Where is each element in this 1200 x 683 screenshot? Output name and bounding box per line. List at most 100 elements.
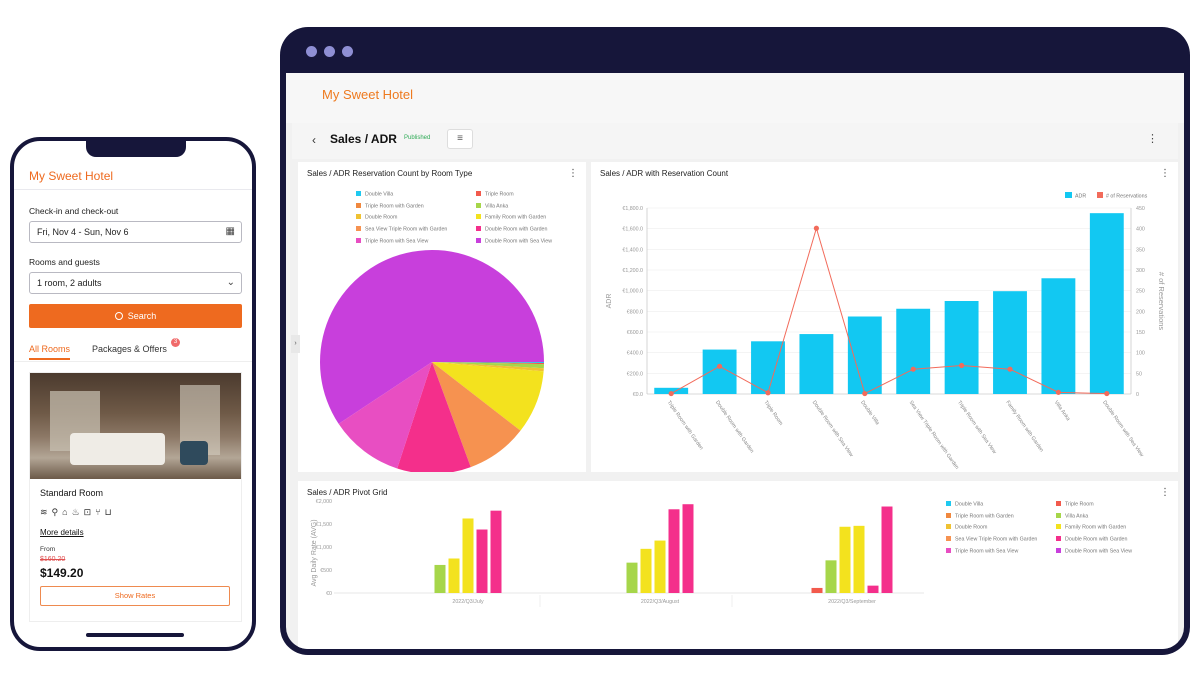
collapse-handle[interactable]: › xyxy=(291,335,300,353)
legend-item[interactable]: Double Room with Sea View xyxy=(476,237,552,244)
legend-item[interactable]: Sea View Triple Room with Garden xyxy=(356,226,447,233)
legend-item[interactable]: Villa Anka xyxy=(1056,512,1089,520)
combo-chart: €0.0 €200.0 €400.0 €600.0 €800.0 €1,000.0 €1,2… xyxy=(606,192,1166,471)
legend-label: Double Room with Garden xyxy=(485,226,548,233)
filter-button[interactable]: ≡ xyxy=(447,129,473,149)
legend-swatch xyxy=(1056,512,1061,518)
pivot-chart-panel: Sales / ADR Pivot Grid ⋮ Double Villa Tri… xyxy=(298,481,1178,649)
legend-swatch xyxy=(476,237,481,243)
legend-swatch xyxy=(1097,192,1103,198)
x-tick-label: Double Villa xyxy=(859,400,880,427)
pie-chart xyxy=(320,250,544,472)
legend-item[interactable]: Family Room with Garden xyxy=(476,214,546,221)
x-tick-label: Triple Room with Garden xyxy=(666,400,705,452)
x-tick-label: 2022/Q3/September xyxy=(828,599,876,605)
search-button[interactable]: Search xyxy=(29,304,242,328)
calendar-icon[interactable]: ▦ xyxy=(225,226,235,237)
legend-item[interactable]: Triple Room with Garden xyxy=(356,202,424,209)
legend-label: Triple Room xyxy=(1065,501,1094,508)
legend-item[interactable]: Triple Room with Sea View xyxy=(946,547,1018,554)
legend-item[interactable]: Triple Room with Sea View xyxy=(356,237,428,244)
y2-tick-label: 250 xyxy=(1136,289,1145,295)
legend-label: Double Room xyxy=(365,214,398,221)
safe-icon: ⊡ xyxy=(83,507,96,517)
rooms-guests-value: 1 room, 2 adults xyxy=(37,278,102,288)
bar xyxy=(825,560,837,593)
y-tick-label: €0 xyxy=(326,591,332,597)
legend-item[interactable]: Villa Anka xyxy=(476,202,508,209)
legend-item[interactable]: Double Room xyxy=(946,524,987,531)
more-options-icon[interactable]: ⋮ xyxy=(1147,133,1158,145)
room-name: Standard Room xyxy=(40,488,104,498)
bar xyxy=(702,349,737,394)
window-dot xyxy=(324,46,335,57)
rooms-guests-select[interactable]: 1 room, 2 adults ⌄ xyxy=(29,272,242,294)
y-tick-label: €1,200.0 xyxy=(622,268,643,274)
legend-label: ADR xyxy=(1075,194,1086,200)
header-divider xyxy=(14,189,252,190)
y2-tick-label: 400 xyxy=(1136,227,1145,233)
panel-menu-icon[interactable]: ⋮ xyxy=(1160,168,1170,179)
bar xyxy=(1041,278,1076,394)
y-tick-label: €500 xyxy=(320,568,332,574)
dashboard-toolbar: ‹ Sales / ADR Published ≡ ⋮ xyxy=(292,123,1178,159)
legend-item[interactable]: Sea View Triple Room with Garden xyxy=(946,536,1037,543)
bar xyxy=(799,334,834,394)
legend-item[interactable]: Triple Room with Garden xyxy=(946,512,1014,520)
legend-label: Double Room with Sea View xyxy=(1065,548,1133,555)
wifi-icon: ≋ xyxy=(40,507,52,517)
bar xyxy=(1089,213,1124,394)
legend-item[interactable]: Double Villa xyxy=(356,191,393,198)
panel-menu-icon[interactable]: ⋮ xyxy=(1160,487,1170,498)
legend-label: Double Villa xyxy=(955,501,984,508)
legend-swatch xyxy=(1056,536,1061,542)
series-line xyxy=(670,226,1107,395)
legend-item[interactable]: Double Villa xyxy=(946,501,983,508)
checkin-label: Check-in and check-out xyxy=(29,206,119,216)
pie-chart-panel: Sales / ADR Reservation Count by Room Ty… xyxy=(298,162,586,472)
y-tick-label: €600.0 xyxy=(627,330,643,336)
line-point xyxy=(910,366,916,372)
legend-label: Family Room with Garden xyxy=(485,214,547,221)
chevron-down-icon: ⌄ xyxy=(226,277,235,288)
legend-swatch xyxy=(356,226,361,232)
tab-all-rooms[interactable]: All Rooms xyxy=(29,344,71,360)
legend-swatch xyxy=(946,536,951,542)
price-from-label: From xyxy=(40,546,56,553)
y-axis-title: Avg Daily Rate (AVG) xyxy=(311,519,318,586)
more-details-link[interactable]: More details xyxy=(40,528,84,537)
x-tick-label: Family Room with Garden xyxy=(1004,400,1044,454)
legend-label: Villa Anka xyxy=(1065,513,1089,520)
legend-item[interactable]: Double Room with Sea View xyxy=(1056,547,1133,555)
pie-slice xyxy=(397,362,471,472)
legend-item[interactable]: Double Room xyxy=(356,214,397,221)
packages-count-badge: 3 xyxy=(171,338,180,347)
date-range-field[interactable]: Fri, Nov 4 - Sun, Nov 6 ▦ xyxy=(29,221,242,243)
legend-item[interactable]: Triple Room xyxy=(476,191,514,198)
legend-item[interactable]: Double Room with Garden xyxy=(476,226,547,233)
line-point xyxy=(1055,389,1061,395)
line-point xyxy=(765,390,771,396)
phone-notch xyxy=(86,141,186,157)
y-tick-label: €200.0 xyxy=(627,371,643,377)
y-tick-label: €0.0 xyxy=(633,392,643,398)
legend-label: Triple Room with Garden xyxy=(955,513,1014,520)
legend-item[interactable]: Triple Room xyxy=(1056,501,1094,508)
y2-tick-label: 450 xyxy=(1136,206,1145,212)
legend-swatch xyxy=(1056,547,1061,553)
y-tick-label: €1,000 xyxy=(316,545,332,551)
tab-packages-offers[interactable]: Packages & Offers xyxy=(92,344,167,354)
y-tick-label: €1,500 xyxy=(316,522,332,528)
legend-item[interactable]: Double Room with Garden xyxy=(1056,536,1127,543)
panel-menu-icon[interactable]: ⋮ xyxy=(568,168,578,179)
show-rates-button[interactable]: Show Rates xyxy=(40,586,230,606)
line-point xyxy=(1007,366,1013,372)
back-arrow-icon[interactable]: ‹ xyxy=(312,133,316,147)
x-tick-label: Double Room with Sea View xyxy=(1101,400,1144,458)
restaurant-icon: ⑂ xyxy=(95,507,105,517)
search-icon xyxy=(114,312,123,320)
filter-icon: ≡ xyxy=(457,133,463,144)
legend-item[interactable]: Family Room with Garden xyxy=(1056,524,1126,531)
bar xyxy=(867,585,879,593)
legend-swatch xyxy=(946,524,951,530)
